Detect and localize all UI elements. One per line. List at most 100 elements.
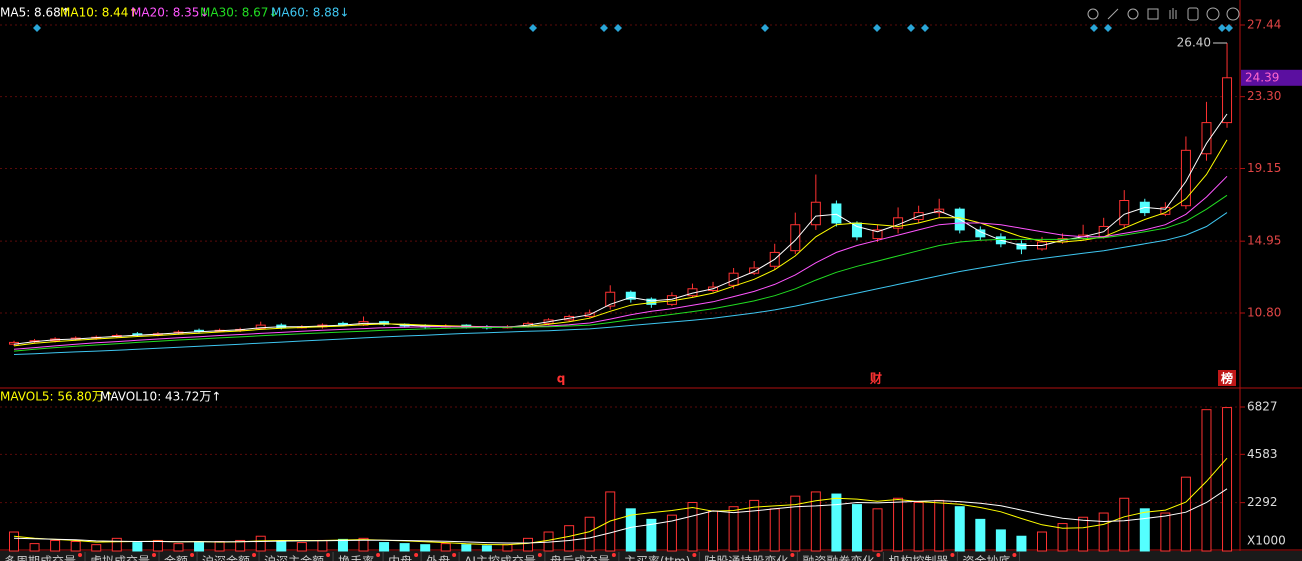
volume-bar bbox=[975, 518, 986, 552]
tab-dot bbox=[190, 553, 195, 557]
tab[interactable]: 融资融券变化 bbox=[802, 554, 874, 561]
ma-line bbox=[13, 212, 1228, 355]
legend-entry: MA10: 8.44↑ bbox=[60, 6, 138, 20]
icon[interactable] bbox=[1206, 7, 1220, 21]
tab[interactable]: 盘后成交量 bbox=[550, 554, 610, 561]
tab-bar bbox=[0, 551, 1302, 561]
event-icon bbox=[1218, 24, 1226, 32]
y-tick-label: 27.44 bbox=[1247, 18, 1281, 32]
tab-dot bbox=[452, 553, 457, 557]
volume-bar bbox=[111, 537, 122, 552]
volume-bar bbox=[769, 508, 780, 552]
volume-bar bbox=[749, 499, 760, 552]
volume-bar bbox=[1057, 523, 1068, 552]
volume-bar bbox=[666, 514, 677, 552]
event-marker: 财 bbox=[869, 371, 882, 386]
tab[interactable]: 换手率 bbox=[338, 554, 374, 561]
event-icon bbox=[529, 24, 537, 32]
toolbar-icons bbox=[1087, 7, 1240, 21]
volume-bar bbox=[461, 544, 472, 552]
volume-bar bbox=[1139, 508, 1150, 552]
volume-bar bbox=[646, 518, 657, 552]
tab[interactable]: 多周期成交量 bbox=[4, 554, 76, 561]
volume-bar bbox=[1160, 512, 1171, 552]
tab-dot bbox=[78, 553, 83, 557]
volume-bar bbox=[1098, 512, 1109, 552]
tab[interactable]: 内盘 bbox=[388, 554, 412, 561]
candle-body bbox=[1222, 77, 1233, 124]
candle-body bbox=[728, 272, 739, 286]
marker-box bbox=[1218, 370, 1236, 386]
tab[interactable]: 虚拟成交量 bbox=[90, 554, 150, 561]
tab-dot bbox=[252, 553, 257, 557]
y-tick-label: 2292 bbox=[1247, 495, 1278, 509]
volume-bar bbox=[728, 506, 739, 552]
icon[interactable] bbox=[1169, 8, 1177, 19]
event-icon bbox=[907, 24, 915, 32]
current-price: 24.39 bbox=[1245, 70, 1279, 84]
volume-bar bbox=[934, 499, 945, 552]
volume-bar bbox=[1222, 407, 1233, 552]
volume-bar bbox=[379, 542, 390, 552]
ma-line bbox=[13, 488, 1228, 544]
volume-bar bbox=[790, 495, 801, 552]
icon[interactable] bbox=[1226, 7, 1240, 21]
event-marker: 榜 bbox=[1221, 371, 1233, 386]
unit-label: X1000 bbox=[1247, 534, 1286, 548]
tab[interactable]: AI主控成交量 bbox=[464, 554, 536, 561]
tab[interactable]: 主买率(ttm) bbox=[624, 554, 690, 561]
tab-dot bbox=[950, 553, 955, 557]
volume-bar bbox=[1016, 535, 1027, 552]
tab[interactable]: 机构控制器 bbox=[888, 554, 948, 561]
y-tick-label: 23.30 bbox=[1247, 89, 1281, 103]
candle-body bbox=[872, 229, 883, 240]
legend-entry: MA20: 8.35↓ bbox=[131, 6, 209, 20]
icon[interactable] bbox=[1187, 7, 1199, 21]
tab[interactable]: 金额 bbox=[164, 554, 188, 561]
candle-body bbox=[1016, 243, 1027, 250]
volume-bar bbox=[1078, 516, 1089, 552]
tab[interactable]: 陆股通持股变化 bbox=[704, 554, 788, 561]
y-tick-label: 14.95 bbox=[1247, 234, 1281, 248]
y-tick-label: 6827 bbox=[1247, 400, 1278, 414]
icon[interactable] bbox=[1127, 8, 1139, 20]
volume-bar bbox=[152, 539, 163, 552]
legend-entry: MA5: 8.68↑ bbox=[0, 6, 71, 20]
y-tick-label: 10.80 bbox=[1247, 306, 1281, 320]
candle-body bbox=[790, 224, 801, 252]
volume-bar bbox=[1037, 531, 1047, 552]
candle-body bbox=[605, 291, 616, 307]
volume-bar bbox=[9, 531, 19, 552]
event-marker: q bbox=[557, 372, 566, 386]
volume-bar bbox=[173, 543, 184, 552]
tab[interactable]: 沪深主金额 bbox=[264, 554, 324, 561]
y-tick-label: 19.15 bbox=[1247, 161, 1281, 175]
ma-line bbox=[13, 139, 1228, 347]
volume-bar bbox=[913, 501, 924, 552]
tab-dot bbox=[376, 553, 381, 557]
candle-body bbox=[749, 267, 760, 274]
tab[interactable]: 资金抄底 bbox=[962, 554, 1010, 561]
volume-bar bbox=[481, 545, 492, 552]
icon[interactable] bbox=[1147, 8, 1159, 20]
tab-dot bbox=[537, 553, 542, 557]
event-icon bbox=[1225, 24, 1233, 32]
ma-line bbox=[13, 113, 1228, 345]
icon[interactable] bbox=[1087, 8, 1099, 20]
volume-bar bbox=[337, 538, 348, 552]
tab[interactable]: 沪深金额 bbox=[202, 554, 250, 561]
event-icon bbox=[921, 24, 929, 32]
volume-bar bbox=[194, 542, 205, 552]
tab-dot bbox=[611, 553, 616, 557]
candle-body bbox=[831, 203, 842, 224]
icon[interactable] bbox=[1107, 8, 1119, 20]
volume-bar bbox=[851, 504, 862, 552]
tab[interactable]: 外盘 bbox=[426, 554, 450, 561]
event-icon bbox=[1090, 24, 1098, 32]
legend-entry: MAVOL5: 56.80万↑ bbox=[0, 390, 114, 404]
high-label: 26.40 bbox=[1177, 36, 1211, 50]
candle-body bbox=[1119, 200, 1130, 226]
